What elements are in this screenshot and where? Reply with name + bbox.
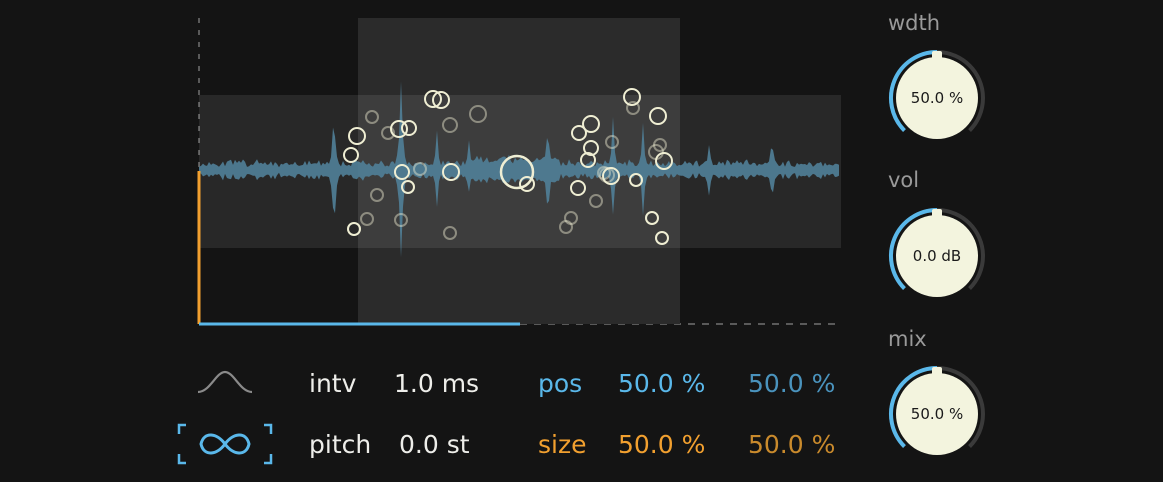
grain-circle	[645, 211, 659, 225]
grain-circle	[629, 173, 643, 187]
pitch-label: pitch	[309, 430, 372, 459]
size-label: size	[538, 430, 587, 459]
grain-circle	[580, 152, 596, 168]
pitch-value[interactable]: 0.0 st	[399, 430, 470, 459]
intv-label: intv	[309, 369, 357, 398]
grain-circle	[499, 154, 535, 190]
knob-value-arc	[889, 366, 938, 448]
vol-knob-value: 0.0 dB	[912, 247, 962, 265]
grain-circle	[394, 213, 408, 227]
grain-circle	[424, 90, 442, 108]
knob-face	[896, 215, 978, 297]
grain-circle	[649, 107, 667, 125]
grain-circle	[469, 105, 487, 123]
grain-cloud	[343, 88, 673, 245]
knob-arc	[889, 208, 985, 297]
grain-circle	[360, 212, 374, 226]
grain-circle	[401, 180, 415, 194]
pos-label: pos	[538, 369, 583, 398]
grain-circle	[570, 180, 586, 196]
grain-circle	[655, 152, 673, 170]
knob-value-arc	[889, 208, 938, 290]
size-spread-value[interactable]: 50.0 %	[748, 430, 836, 459]
grain-circle	[519, 176, 535, 192]
grain-circle	[401, 120, 417, 136]
knob-pointer	[932, 367, 942, 383]
grain-circle	[599, 167, 615, 183]
grain-circle	[381, 126, 395, 140]
grain-circle	[390, 120, 408, 138]
grain-circle	[653, 138, 667, 152]
grain-circle	[442, 117, 458, 133]
grain-circle	[413, 162, 427, 176]
bell-curve-icon[interactable]	[196, 368, 254, 396]
grain-circle	[432, 91, 450, 109]
knob-pointer	[932, 51, 942, 67]
grain-circle	[365, 110, 379, 124]
grain-circle	[564, 211, 578, 225]
grain-display[interactable]	[0, 0, 860, 340]
grain-circle	[394, 164, 410, 180]
wdth-knob-label: wdth	[888, 11, 941, 35]
knob-arc	[889, 50, 985, 139]
knob-value-arc	[889, 50, 938, 132]
knob-face	[896, 373, 978, 455]
size-value[interactable]: 50.0 %	[618, 430, 706, 459]
mix-knob-label: mix	[888, 327, 927, 351]
wdth-knob-value: 50.0 %	[910, 89, 964, 107]
grain-circle	[623, 88, 641, 106]
knob-arc	[889, 366, 985, 455]
grain-circle	[442, 163, 460, 181]
vol-knob[interactable]: 0.0 dB	[887, 206, 987, 306]
infinity-icon[interactable]	[177, 423, 273, 465]
mix-knob[interactable]: 50.0 %	[887, 364, 987, 464]
mix-knob-value: 50.0 %	[910, 405, 964, 423]
waveform	[199, 81, 839, 258]
knob-face	[896, 57, 978, 139]
wdth-knob[interactable]: 50.0 %	[887, 48, 987, 148]
grain-circle	[583, 140, 599, 156]
vol-knob-label: vol	[888, 168, 920, 192]
grain-circle	[370, 188, 384, 202]
grain-circle	[348, 127, 366, 145]
grain-circle	[602, 167, 620, 185]
grain-circle	[626, 101, 640, 115]
pos-value[interactable]: 50.0 %	[618, 369, 706, 398]
grain-circle	[343, 147, 359, 163]
grain-circle	[559, 220, 573, 234]
grain-circle	[347, 222, 361, 236]
pos-spread-value[interactable]: 50.0 %	[748, 369, 836, 398]
knob-pointer	[932, 209, 942, 225]
grain-circle	[443, 226, 457, 240]
intv-value[interactable]: 1.0 ms	[394, 369, 480, 398]
grain-circle	[589, 194, 603, 208]
grain-circle	[605, 135, 619, 149]
grain-circle	[571, 125, 587, 141]
grain-circle	[655, 231, 669, 245]
grain-circle	[582, 115, 600, 133]
